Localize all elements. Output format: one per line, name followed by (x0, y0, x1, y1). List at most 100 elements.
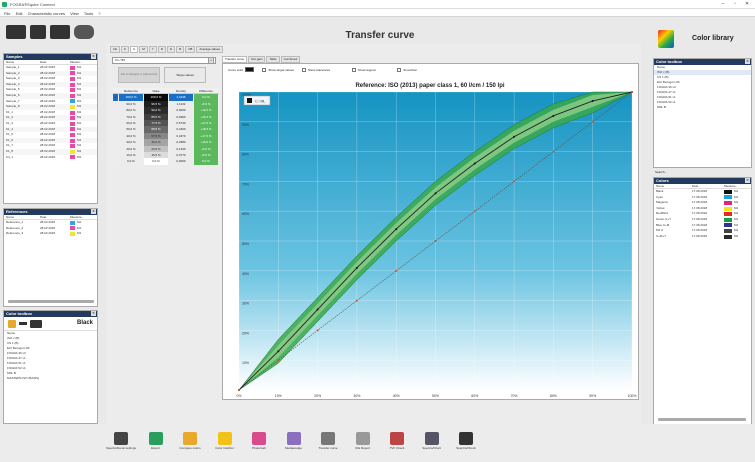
show-tolerances-checkbox[interactable]: Show tolerances (301, 67, 330, 72)
col-measure[interactable]: Measure... (70, 215, 85, 219)
table-row[interactable]: 90,0 % 96,5 % 1,1132 +6,5 % (113, 100, 219, 108)
list-item[interactable]: Cyan 17.08.2018 M1 (654, 195, 751, 201)
list-item[interactable]: CS 1 (B) (7, 341, 19, 345)
list-item[interactable]: K1_8 28.02.2018 M1 (4, 148, 97, 155)
minimize-button[interactable]: – (721, 1, 725, 7)
list-item[interactable]: Sample_6 28.02.2018 M1 (4, 92, 97, 99)
list-item[interactable]: MSL B (657, 105, 666, 109)
spectro-device-icon[interactable] (6, 25, 26, 39)
sample-selector[interactable]: C1 / B3 ▾ (112, 57, 216, 64)
menu-tools[interactable]: Tools (83, 11, 94, 16)
channel-tab[interactable]: R (157, 46, 166, 53)
view-tab[interactable]: Table (266, 56, 280, 63)
list-item[interactable]: FOGRA 47 v1 (657, 90, 676, 94)
list-item[interactable]: K1_2 28.02.2018 M1 (4, 115, 97, 121)
list-item[interactable]: K1_4 28.02.2018 M1 (4, 126, 97, 133)
col-date[interactable]: Date (40, 215, 47, 219)
channel-tab[interactable]: Average values (196, 46, 224, 53)
swatch-icon[interactable] (30, 320, 42, 328)
tool-button[interactable]: Export (139, 432, 173, 451)
channel-tab[interactable]: CB (185, 46, 196, 53)
horizontal-scrollbar[interactable] (658, 418, 746, 421)
tool-button[interactable]: Transfer curve (311, 432, 345, 451)
list-item[interactable]: FOGRA 39 v3 (7, 351, 26, 355)
tool-button[interactable]: Photo/Lab (242, 432, 276, 451)
list-item[interactable]: Reference_1 28.02.2018 M1 (4, 220, 97, 226)
show-target-checkbox[interactable]: Show target values (262, 67, 294, 72)
table-row[interactable]: 70,0 % 85,5 % 0,6960 +15,5 % (113, 113, 219, 120)
list-item[interactable]: FOGRA 52 v1 (7, 366, 26, 370)
tool-button[interactable]: Compare colors (173, 432, 207, 451)
list-item[interactable]: ECI Bezugsm 96 (7, 346, 30, 350)
list-item[interactable]: C+M+Y 17.08.2018 M1 (654, 234, 751, 240)
list-item[interactable]: Sample_2 28.02.2018 M1 (4, 70, 97, 77)
view-tab[interactable]: Dot gain (248, 56, 266, 63)
col-name[interactable]: Name (6, 60, 15, 64)
channel-tab[interactable]: C (130, 46, 139, 53)
list-item[interactable]: Sample_8 28.02.2018 M1 (4, 104, 97, 110)
list-item[interactable]: MASTERS ISO (BASIS) (7, 376, 40, 380)
target-values-button[interactable]: Target values (164, 67, 206, 83)
show-legend-checkbox[interactable]: Show legend (352, 67, 375, 72)
add-button[interactable]: + (208, 57, 214, 64)
maximize-button[interactable]: ▫ (734, 1, 736, 7)
list-item[interactable]: Green C+Y 17.08.2018 M1 (654, 217, 751, 223)
table-row[interactable]: ▸ 100,0 % 100,0 % 1,4136 0,0 % (113, 94, 219, 101)
list-item[interactable]: Reference_2 28.02.2018 M1 (4, 226, 97, 232)
tool-button[interactable]: TVI/ Check (380, 432, 414, 451)
list-item[interactable]: FOGRA 51 v1 (7, 361, 26, 365)
densi-device-icon[interactable] (30, 25, 46, 39)
list-item[interactable]: K1_1 28.02.2018 M1 (4, 110, 97, 116)
list-item[interactable]: K4_1 28.02.2018 M1 (4, 155, 97, 161)
list-item[interactable]: ISO c (B) (654, 70, 751, 75)
list-item[interactable]: MSL B (7, 371, 16, 375)
list-item[interactable]: Sample_7 28.02.2018 M1 (4, 99, 97, 105)
col-difference[interactable]: Difference (194, 88, 219, 94)
tool-button[interactable]: Spectro/Densi settings (104, 432, 138, 451)
list-item[interactable]: Name (7, 331, 16, 335)
list-item[interactable]: FOGRA 52 v1 (657, 100, 676, 104)
col-name[interactable]: Name (6, 215, 15, 219)
col-measure[interactable]: Measure... (724, 184, 739, 188)
table-row[interactable]: 30,0 % 46,0 % 0,2580 +16,0 % (113, 139, 219, 146)
connect-device-icon[interactable] (74, 25, 94, 39)
menu-help[interactable]: ? (98, 11, 101, 16)
col-date[interactable]: Date (692, 184, 699, 188)
close-button[interactable]: ✕ (744, 1, 750, 7)
channel-tab[interactable]: G (166, 46, 176, 53)
channel-tab[interactable]: B (176, 46, 185, 53)
table-row[interactable]: 80,0 % 92,0 % 0,9000 +12,0 % (113, 107, 219, 114)
list-item[interactable]: Yellow 17.08.2018 M1 (654, 206, 751, 212)
channel-tab[interactable]: M (139, 46, 148, 53)
list-item[interactable]: FOGRA 39 v3 (657, 85, 676, 89)
scan-device-icon[interactable] (50, 25, 70, 39)
tool-button[interactable]: Mediawedge (277, 432, 311, 451)
close-icon[interactable]: ✕ (91, 209, 96, 214)
list-item[interactable]: ISO c (B) (7, 336, 20, 340)
view-tab[interactable]: Transfer curve (222, 56, 248, 63)
transfer-curve-chart[interactable]: Reference: ISO (2013) paper class 1, 60 … (222, 78, 639, 400)
curve-color-picker[interactable] (245, 67, 255, 72)
menu-edit[interactable]: Edit (15, 11, 23, 16)
close-icon[interactable]: ✕ (91, 54, 96, 59)
smoothen-checkbox[interactable]: Smoothen (397, 67, 417, 72)
set-reference-button[interactable]: Set to Sample 1 (reference) (118, 67, 160, 83)
table-row[interactable]: 0,0 % 0,0 % 0,0000 0,0 % (113, 158, 219, 165)
menu-characteristic-curves[interactable]: Characteristic curves (27, 11, 65, 16)
close-icon[interactable]: ✕ (745, 59, 750, 64)
col-density[interactable]: Density (169, 88, 194, 94)
col-measure[interactable]: Measur... (70, 60, 83, 64)
close-icon[interactable]: ✕ (91, 311, 96, 316)
close-icon[interactable]: ✕ (745, 178, 750, 183)
list-item[interactable]: ECI Bezugsm 96 (657, 80, 680, 84)
list-item[interactable]: Sample_4 28.02.2018 M1 (4, 81, 97, 88)
col-date[interactable]: Date (40, 60, 47, 64)
list-item[interactable]: Sample_5 28.02.2018 M1 (4, 87, 97, 93)
list-item[interactable]: Magenta 17.08.2018 M1 (654, 200, 751, 206)
list-item[interactable]: K1_5 28.02.2018 M1 (4, 132, 97, 138)
table-row[interactable]: 20,0 % 29,5 % 0,1460 +9,5 % (113, 145, 219, 152)
channel-tab[interactable]: K (121, 46, 130, 53)
list-item[interactable]: Sample_3 28.02.2018 M1 (4, 76, 97, 82)
list-item[interactable]: K1_6 28.02.2018 M1 (4, 137, 97, 144)
list-item[interactable]: FOGRA 51 v1 (657, 95, 676, 99)
